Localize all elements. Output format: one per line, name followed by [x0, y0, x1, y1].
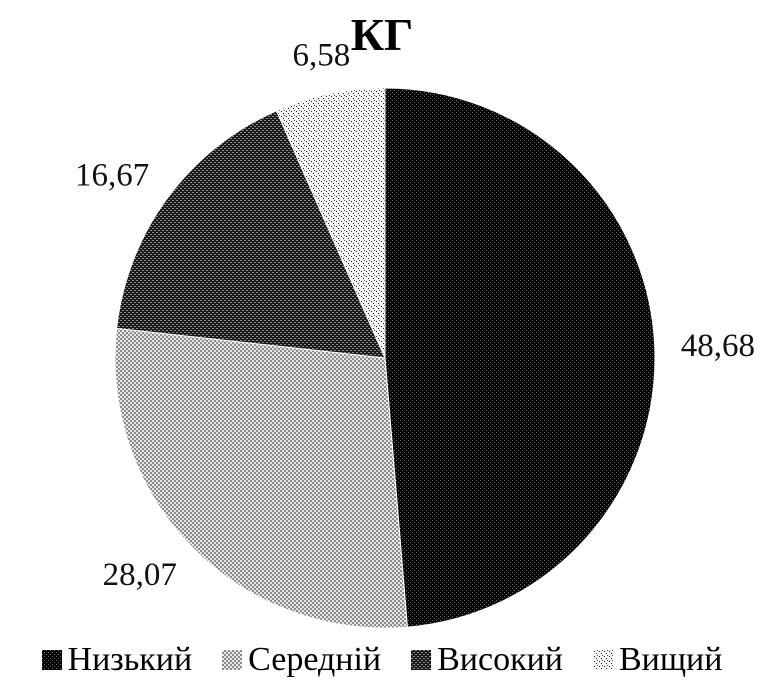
- legend-item-serednii: Середній: [222, 641, 381, 679]
- data-label-nizkyi: 48,68: [681, 328, 755, 364]
- legend-item-vysokyi: Високий: [411, 641, 563, 679]
- data-label-serednii: 28,07: [103, 557, 177, 593]
- legend-swatch: [41, 650, 62, 670]
- legend-item-nizkyi: Низький: [41, 641, 193, 679]
- data-label-vysokyi: 16,67: [75, 157, 149, 193]
- legend-label: Низький: [67, 641, 193, 678]
- data-label-vyshchyi: 6,58: [293, 38, 351, 74]
- legend-swatch: [222, 650, 243, 670]
- legend-label: Середній: [248, 641, 382, 678]
- legend-item-vyshchyi: Вищий: [593, 641, 722, 679]
- legend-swatch: [593, 650, 613, 670]
- chart-title: КГ: [350, 9, 414, 60]
- legend-label: Високий: [437, 641, 563, 678]
- chart-legend: Низький Середній Високий Вищий: [0, 640, 764, 680]
- slice-vyshchyi: [275, 87, 386, 359]
- slice-serednii: [114, 327, 408, 629]
- slice-nizkyi: [384, 87, 656, 628]
- legend-swatch: [411, 650, 432, 670]
- legend-label: Вищий: [619, 641, 723, 678]
- slice-vysokyi: [116, 110, 386, 359]
